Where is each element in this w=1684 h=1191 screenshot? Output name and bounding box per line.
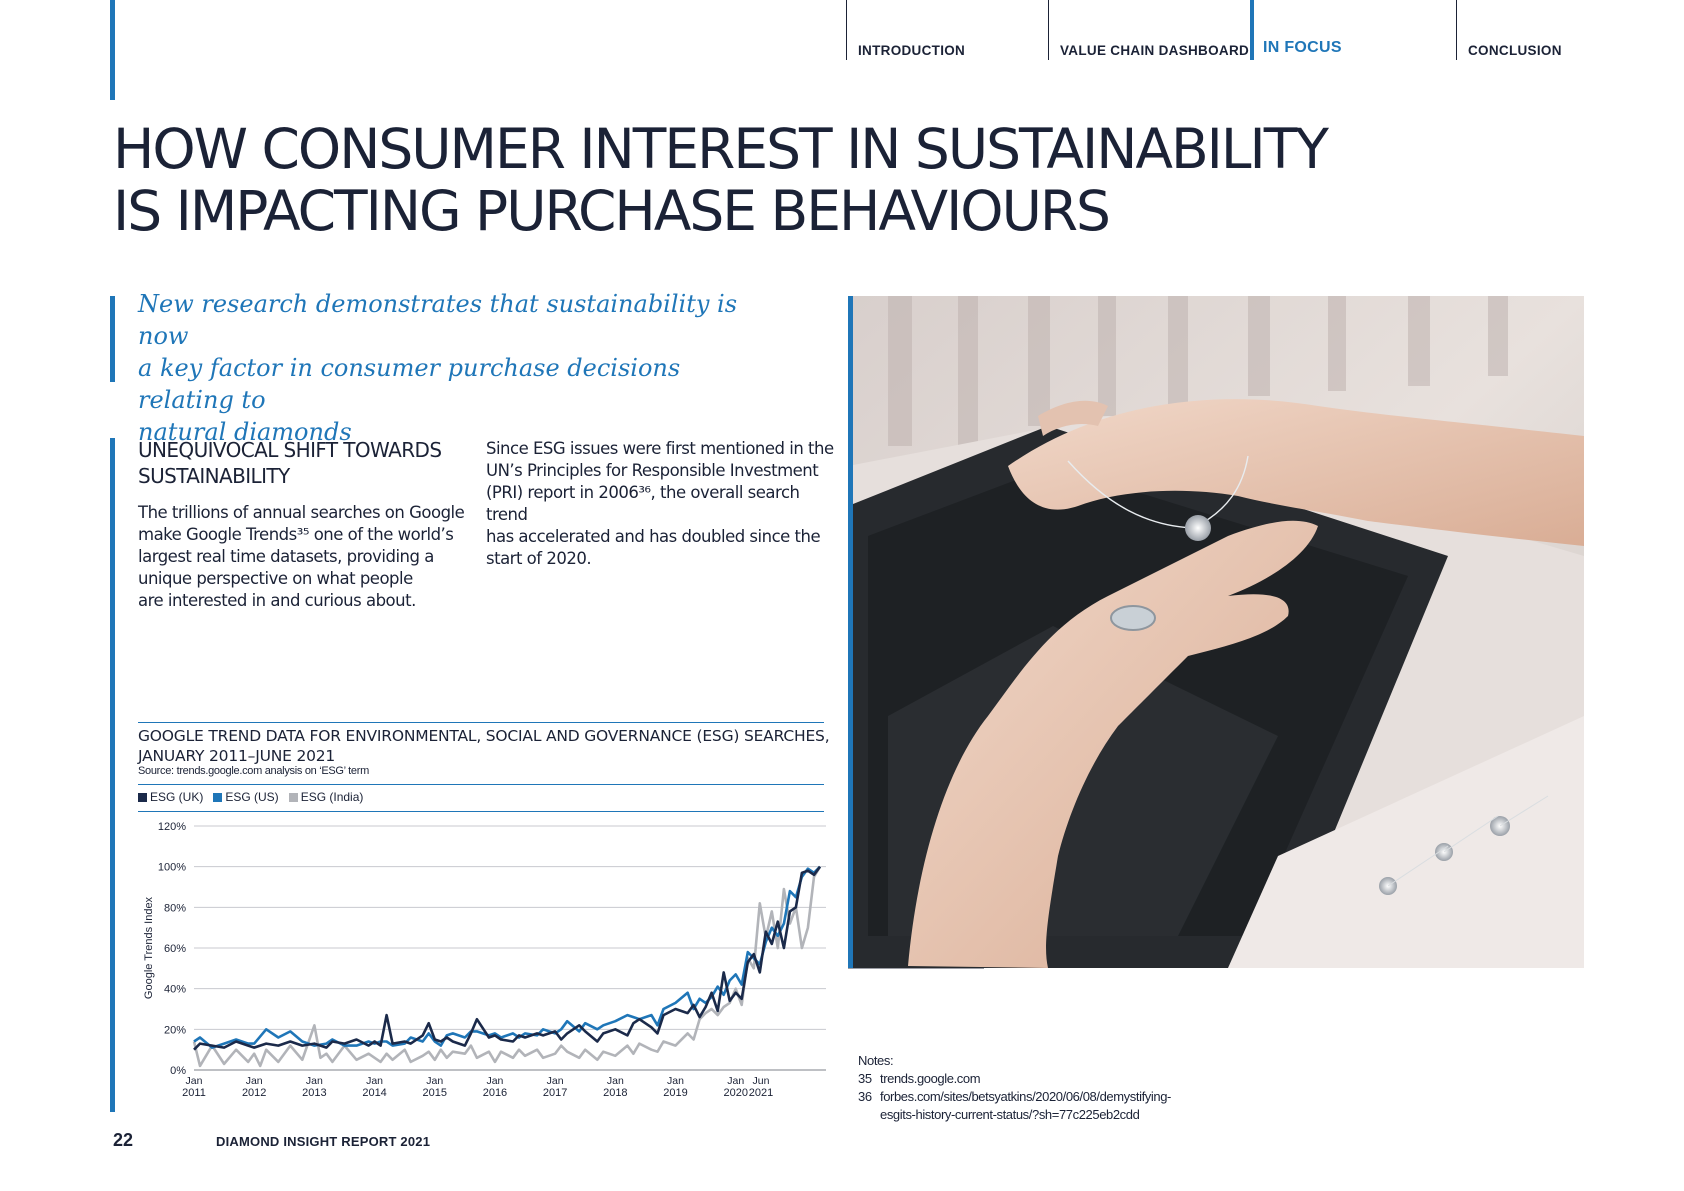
photo-accent-bar [848,296,853,968]
x-tick-label: 2017 [543,1087,567,1099]
accent-bar-intro [110,296,115,382]
x-tick-label: Jan [306,1075,323,1087]
body-column-2: Since ESG issues were first mentioned in… [486,439,834,568]
nav-in-focus[interactable]: IN FOCUS [1250,0,1454,60]
series-line-india [192,866,822,1068]
x-tick-label: 2014 [362,1087,386,1099]
x-tick-label: Jun [753,1075,770,1087]
legend-item-india: ESG (India) [288,790,364,804]
y-tick-label: 40% [164,984,186,996]
x-tick-label: Jan [366,1075,383,1087]
chart-top-rule [138,722,824,723]
chart-rule-bottom [138,811,824,812]
chart-title: GOOGLE TREND DATA FOR ENVIRONMENTAL, SOC… [138,727,830,765]
x-tick-label: 2016 [483,1087,507,1099]
page-number: 22 [113,1130,134,1150]
legend-swatch-uk [138,792,147,802]
note-link[interactable]: trends.google.com [880,1071,981,1086]
report-name: DIAMOND INSIGHT REPORT 2021 [216,1134,431,1149]
nav-label: INTRODUCTION [858,43,966,58]
x-tick-label: 2012 [242,1087,266,1099]
legend-swatch-us [213,792,223,802]
esg-trend-chart: 0% 20% 40% 60% 80% 100% 120% Google Trends Inde… [143,821,826,1099]
nav-introduction[interactable]: INTRODUCTION [846,0,1047,60]
note-36: 36 forbes.com/sites/betsyatkins/2020/06/… [858,1088,1171,1106]
x-tick-label: Jan [246,1075,263,1087]
nav-conclusion[interactable]: CONCLUSION [1456,0,1657,60]
y-tick-label: 20% [164,1024,186,1036]
x-tick-label: 2019 [663,1087,687,1099]
legend-item-us: ESG (US) [213,790,279,804]
legend-label-uk: ESG (UK) [150,790,204,804]
y-tick-label: 80% [164,902,186,914]
page-title: HOW CONSUMER INTEREST IN SUSTAINABILITY … [113,117,1329,243]
chart-rule-mid [138,784,824,785]
y-tick-label: 120% [158,821,186,833]
y-tick-label: 60% [164,943,186,955]
notes-heading: Notes: [858,1053,894,1068]
x-tick-label: Jan [547,1075,564,1087]
x-tick-label: Jan [426,1075,443,1087]
section-heading: UNEQUIVOCAL SHIFT TOWARDS SUSTAINABILITY [138,438,442,488]
title-line-1: HOW CONSUMER INTEREST IN SUSTAINABILITY [113,117,1329,181]
note-link-continued[interactable]: esgits-history-current-status/?sh=77c225… [880,1107,1140,1122]
accent-bar-top [110,0,115,100]
chart-legend: ESG (UK) ESG (US) ESG (India) [138,790,363,804]
photo-illustration [848,296,1584,968]
hands-necklace-photo [848,296,1584,968]
note-number: 36 [858,1089,872,1104]
note-35: 35 trends.google.com [858,1070,1171,1088]
legend-item-uk: ESG (UK) [138,790,203,804]
x-tick-label: 2018 [603,1087,627,1099]
y-axis-label: Google Trends Index [143,896,155,999]
legend-swatch-india [288,792,298,802]
chart-source: Source: trends.google.com analysis on ‘E… [138,765,369,777]
body-column-1: The trillions of annual searches on Goog… [138,503,465,610]
x-tick-label: 2020 [723,1087,747,1099]
title-line-2: IS IMPACTING PURCHASE BEHAVIOURS [113,179,1111,243]
series-line-uk [193,865,822,1051]
x-tick-label: Jan [607,1075,624,1087]
y-tick-label: 0% [170,1065,186,1077]
x-tick-label: 2011 [182,1087,206,1099]
nav-value-chain-dashboard[interactable]: VALUE CHAIN DASHBOARD [1048,0,1249,60]
nav-label: IN FOCUS [1263,39,1342,56]
footnotes: Notes: 35 trends.google.com 36 forbes.co… [858,1052,1171,1124]
nav-label: VALUE CHAIN DASHBOARD [1060,43,1250,58]
x-tick-label: 2015 [423,1087,447,1099]
x-tick-label: Jan [667,1075,684,1087]
note-number: 35 [858,1071,872,1086]
legend-label-us: ESG (US) [225,790,279,804]
series-line-us [193,865,821,1049]
nav-label: CONCLUSION [1468,43,1562,58]
note-link[interactable]: forbes.com/sites/betsyatkins/2020/06/08/… [880,1089,1171,1104]
x-tick-label: 2021 [749,1087,773,1099]
x-tick-label: Jan [727,1075,744,1087]
x-tick-label: Jan [486,1075,503,1087]
legend-label-india: ESG (India) [300,790,364,804]
x-tick-label: Jan [186,1075,203,1087]
intro-standfirst: New research demonstrates that sustainab… [138,290,738,446]
accent-bar-body [110,438,115,1112]
y-tick-label: 100% [158,862,186,874]
photo-underline [848,968,984,969]
x-tick-label: 2013 [302,1087,326,1099]
